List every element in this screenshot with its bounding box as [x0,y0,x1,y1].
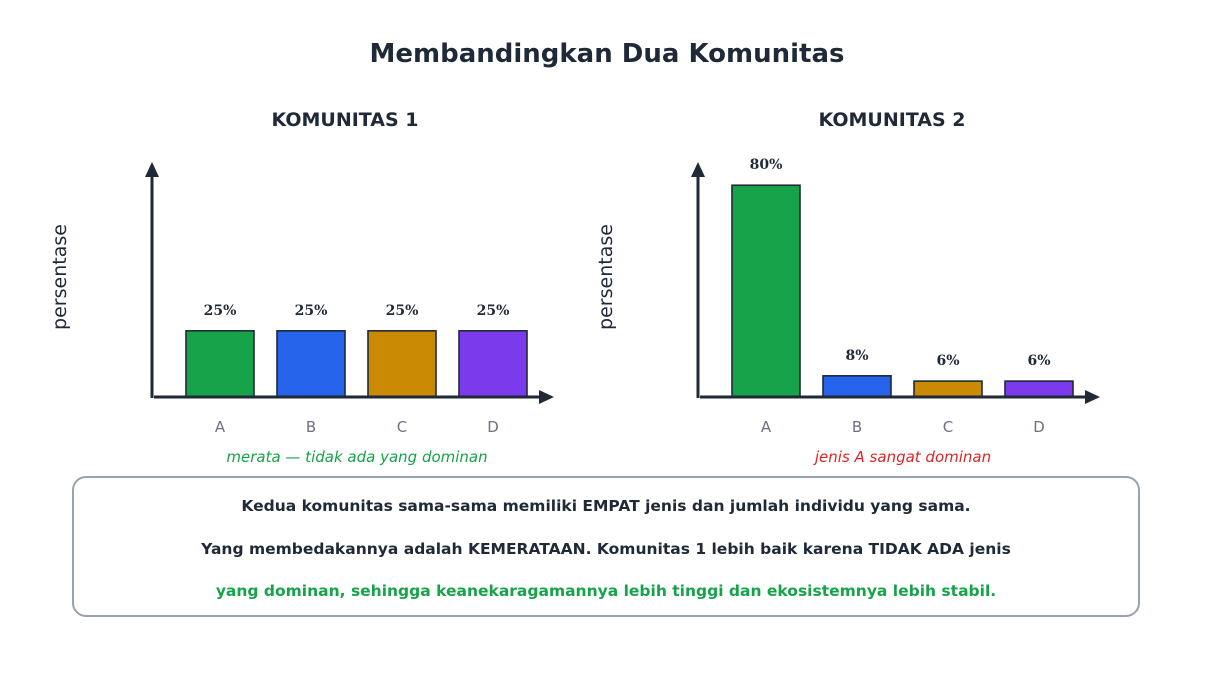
bar-b [276,330,346,398]
chart-title: KOMUNITAS 2 [818,109,965,131]
y-axis-label: persentase [49,224,71,330]
value-label-d: 6% [1027,353,1050,369]
x-tick-label-d: D [1033,418,1045,436]
y-axis-arrow-icon [691,162,705,177]
x-tick-label-a: A [215,418,226,436]
x-axis-arrow-icon [1085,390,1100,404]
x-tick-label-a: A [761,418,772,436]
bar-a [185,330,255,398]
summary-line-3: yang dominan, sehingga keanekaragamannya… [215,582,997,600]
summary-line-2: Yang membedakannya adalah KEMERATAAN. Ko… [201,540,1011,558]
chart-note: jenis A sangat dominan [813,448,991,466]
value-label-c: 6% [936,353,959,369]
x-tick-label-c: C [397,418,407,436]
value-label-d: 25% [477,303,510,319]
value-label-a: 25% [204,303,237,319]
bar-d [458,330,528,398]
x-tick-label-b: B [852,418,862,436]
bar-d [1004,380,1074,398]
x-tick-label-b: B [306,418,316,436]
x-tick-label-c: C [943,418,953,436]
figure-title: Membandingkan Dua Komunitas [369,39,844,69]
y-axis-label: persentase [595,224,617,330]
chart-2: KOMUNITAS 2 persentase 80% A 8% B 6% C 6% Djenis … [595,109,1100,466]
bar-b [822,375,892,398]
summary-box: Kedua komunitas sama-sama memiliki EMPAT… [72,476,1140,617]
chart-1: KOMUNITAS 1 persentase 25% A 25% B 25% C 25% Dmer… [49,109,554,466]
charts-group: KOMUNITAS 1 persentase 25% A 25% B 25% C 25% Dmer… [49,109,1100,466]
value-label-a: 80% [750,157,783,173]
x-axis-arrow-icon [539,390,554,404]
summary-line-1: Kedua komunitas sama-sama memiliki EMPAT… [241,497,971,515]
y-axis-arrow-icon [145,162,159,177]
x-tick-label-d: D [487,418,499,436]
bar-c [913,380,983,398]
bar-c [367,330,437,398]
chart-note: merata — tidak ada yang dominan [226,448,487,466]
value-label-b: 8% [845,348,868,364]
value-label-b: 25% [295,303,328,319]
bar-a [731,184,801,398]
value-label-c: 25% [386,303,419,319]
chart-title: KOMUNITAS 1 [271,109,418,131]
